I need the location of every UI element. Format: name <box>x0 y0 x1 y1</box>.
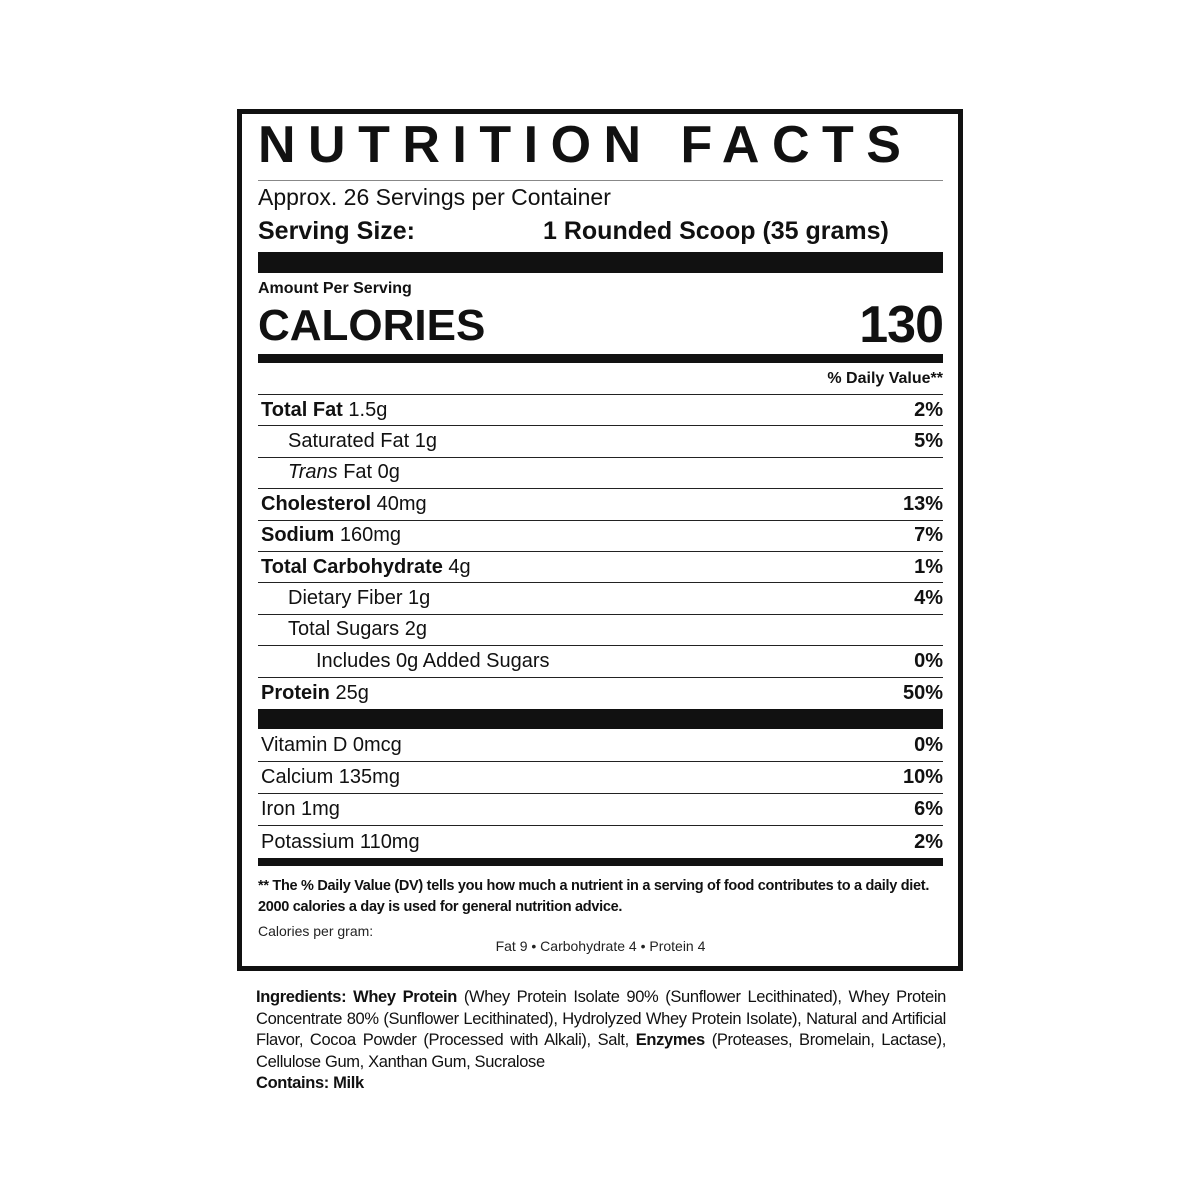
nutrient-label: Trans Fat 0g <box>258 461 400 484</box>
vitamin-label: Iron 1mg <box>261 798 340 820</box>
nutrient-label: Saturated Fat 1g <box>258 430 437 453</box>
daily-value-percent: 5% <box>914 430 943 453</box>
nutrient-row: Total Sugars 2g <box>258 615 943 647</box>
allergen-statement: Contains: Milk <box>256 1074 364 1092</box>
nutrient-row: Total Fat 1.5g 2% <box>258 395 943 427</box>
vitamin-row: Calcium 135mg 10% <box>258 762 943 794</box>
nutrient-row: Includes 0g Added Sugars 0% <box>258 646 943 678</box>
thick-divider <box>258 252 943 273</box>
nutrient-amount: 25g <box>329 681 369 704</box>
nutrient-amount: 4g <box>442 555 471 578</box>
divider <box>258 180 943 181</box>
nutrient-row: Cholesterol 40mg 13% <box>258 489 943 521</box>
ingredient-bold: Enzymes <box>635 1031 705 1049</box>
nutrient-row: Saturated Fat 1g 5% <box>258 426 943 458</box>
ingredient-bold: Whey Protein <box>353 988 457 1006</box>
daily-value-header: % Daily Value** <box>827 370 943 387</box>
daily-value-footnote: ** The % Daily Value (DV) tells you how … <box>258 876 943 918</box>
nutrient-name: Sodium <box>261 524 335 547</box>
thick-divider <box>258 709 943 729</box>
calories-value: 130 <box>859 296 944 354</box>
nutrient-row: Sodium 160mg 7% <box>258 521 943 552</box>
nutrient-name: Protein <box>261 681 330 704</box>
daily-value-percent: 0% <box>914 734 943 756</box>
ingredients-text: Ingredients: Whey Protein (Whey Protein … <box>256 987 946 1095</box>
nutrient-label: Includes 0g Added Sugars <box>258 650 550 673</box>
nutrient-row: Total Carbohydrate 4g 1% <box>258 552 943 584</box>
footnote-line: ** The % Daily Value (DV) tells you how … <box>258 878 930 894</box>
daily-value-percent: 6% <box>914 798 943 820</box>
vitamin-label: Potassium 110mg <box>261 830 420 853</box>
medium-divider <box>258 858 943 866</box>
nutrient-amount: 160mg <box>334 524 402 547</box>
nutrient-row: Protein 25g 50% <box>258 678 943 709</box>
serving-size-value: 1 Rounded Scoop (35 grams) <box>543 217 889 245</box>
amount-per-serving: Amount Per Serving <box>258 280 412 297</box>
nutrient-amount: 1.5g <box>342 398 388 421</box>
medium-divider <box>258 354 943 363</box>
ingredients-label: Ingredients: <box>256 988 347 1006</box>
serving-size-label: Serving Size: <box>258 217 415 245</box>
nutrient-name: Cholesterol <box>261 492 372 515</box>
nutrition-facts-panel <box>237 109 963 971</box>
daily-value-percent: 10% <box>902 766 943 788</box>
nutrient-amount: Fat 0g <box>337 461 400 484</box>
daily-value-percent: 4% <box>914 587 943 610</box>
daily-value-percent: 0% <box>914 649 943 672</box>
nutrient-label: Protein 25g <box>258 682 369 705</box>
vitamin-label: Vitamin D 0mcg <box>261 734 402 756</box>
nutrient-amount: Dietary Fiber 1g <box>288 587 431 610</box>
nutrient-row: Dietary Fiber 1g 4% <box>258 583 943 615</box>
vitamin-label: Calcium 135mg <box>261 766 400 788</box>
daily-value-percent: 2% <box>914 830 943 853</box>
vitamin-row: Potassium 110mg 2% <box>258 826 943 858</box>
daily-value-percent: 1% <box>914 555 943 578</box>
panel-title: NUTRITION FACTS <box>258 116 914 174</box>
nutrient-amount: Total Sugars 2g <box>288 618 427 641</box>
calories-per-gram: Fat 9 • Carbohydrate 4 • Protein 4 <box>495 938 706 954</box>
daily-value-percent: 2% <box>914 398 943 421</box>
nutrient-label: Sodium 160mg <box>258 524 401 547</box>
serving-size: Serving Size: 1 Rounded Scoop (35 grams) <box>258 216 943 246</box>
nutrient-row: Trans Fat 0g <box>258 458 943 490</box>
calories-label: CALORIES <box>258 301 486 350</box>
nutrient-name-italic: Trans <box>288 461 338 484</box>
nutrient-list: Total Fat 1.5g 2% Saturated Fat 1g 5% Trans … <box>258 395 943 709</box>
daily-value-percent: 50% <box>902 681 943 704</box>
daily-value-percent: 7% <box>914 524 943 547</box>
footnote-line: 2000 calories a day is used for general … <box>258 899 623 915</box>
nutrient-label: Total Fat 1.5g <box>258 399 387 422</box>
nutrient-label: Dietary Fiber 1g <box>258 587 430 610</box>
nutrient-label: Cholesterol 40mg <box>258 493 427 516</box>
vitamin-row: Vitamin D 0mcg 0% <box>258 730 943 762</box>
nutrient-amount: Includes 0g Added Sugars <box>316 649 550 672</box>
servings-per-container: Approx. 26 Servings per Container <box>258 184 611 210</box>
ingredient-text: (Whey Protein Isolate 90% (Sunflower Lec… <box>256 988 946 1049</box>
nutrient-name: Total Carbohydrate <box>261 555 443 578</box>
nutrient-amount: Saturated Fat 1g <box>288 430 437 453</box>
nutrient-label: Total Sugars 2g <box>258 618 427 641</box>
nutrient-name: Total Fat <box>261 398 343 421</box>
divider <box>258 394 943 395</box>
calories-per-gram-label: Calories per gram: <box>258 923 374 939</box>
daily-value-percent: 13% <box>902 492 943 515</box>
calories-row: CALORIES 130 <box>258 296 944 354</box>
vitamin-row: Iron 1mg 6% <box>258 794 943 826</box>
nutrient-amount: 40mg <box>371 492 427 515</box>
ingredient-text: (Proteases, Bromelain, Lactase), Cellulo… <box>256 1031 946 1071</box>
vitamin-list: Vitamin D 0mcg 0% Calcium 135mg 10% Iron 1mg… <box>258 730 943 858</box>
nutrient-label: Total Carbohydrate 4g <box>258 556 471 579</box>
